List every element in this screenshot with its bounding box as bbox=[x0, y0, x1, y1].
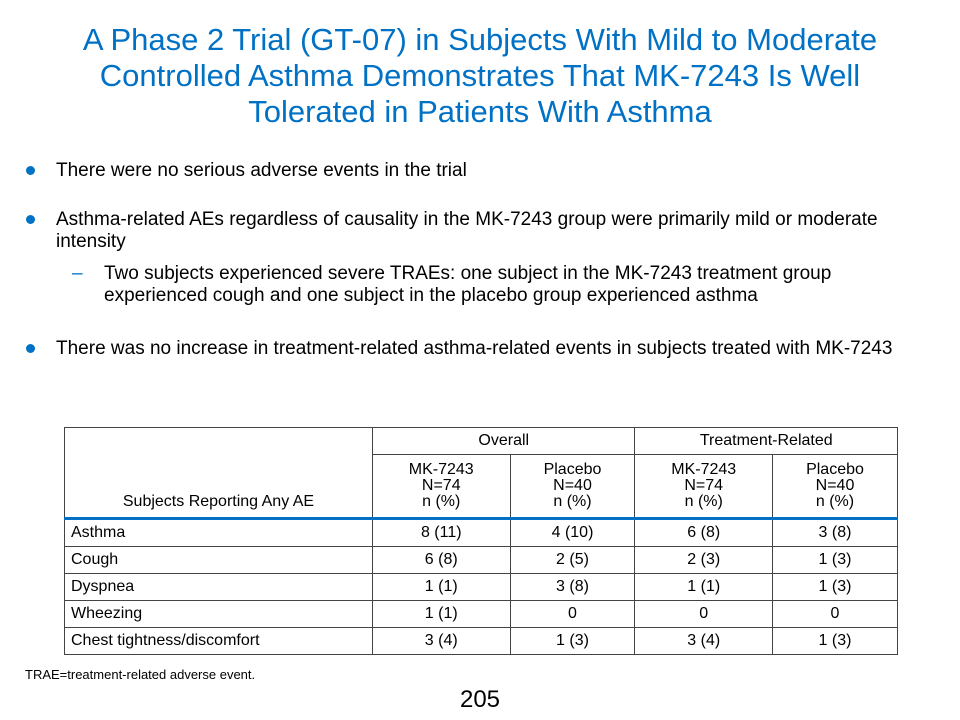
column-header: MK-7243 N=74 n (%) bbox=[372, 454, 511, 519]
bullet-dot-icon bbox=[26, 166, 35, 175]
table-cell: 3 (8) bbox=[509, 573, 636, 601]
row-label: Asthma bbox=[64, 517, 373, 547]
bullet-dot-icon bbox=[26, 344, 35, 353]
adverse-events-table: Subjects Reporting Any AE Overall Treatm… bbox=[64, 427, 899, 655]
column-header-line: MK-7243 bbox=[671, 461, 737, 478]
column-header: Placebo N=40 n (%) bbox=[771, 454, 899, 519]
table-cell: 6 (8) bbox=[634, 517, 773, 547]
column-header-line: MK-7243 bbox=[408, 461, 474, 478]
group-header-overall: Overall bbox=[371, 427, 636, 455]
column-header-line: Placebo bbox=[543, 461, 602, 478]
table-cell: 6 (8) bbox=[372, 546, 511, 574]
column-header-line: n (%) bbox=[422, 493, 461, 510]
table-row: Chest tightness/discomfort 3 (4) 1 (3) 3… bbox=[64, 627, 899, 655]
bullet-text: There were no serious adverse events in … bbox=[56, 160, 467, 181]
column-header-line: N=74 bbox=[684, 477, 724, 494]
bullet-text: There was no increase in treatment-relat… bbox=[56, 338, 893, 359]
footnote: TRAE=treatment-related adverse event. bbox=[25, 667, 256, 682]
table-cell: 1 (1) bbox=[372, 600, 511, 628]
page-number: 205 bbox=[459, 686, 501, 713]
table-cell: 8 (11) bbox=[372, 517, 511, 547]
table-row: Asthma 8 (11) 4 (10) 6 (8) 3 (8) bbox=[64, 517, 899, 547]
row-label: Dyspnea bbox=[64, 573, 373, 601]
bullet-item: Asthma-related AEs regardless of causali… bbox=[26, 209, 926, 253]
table-row: Dyspnea 1 (1) 3 (8) 1 (1) 1 (3) bbox=[64, 573, 899, 601]
table-cell: 1 (1) bbox=[634, 573, 773, 601]
table-cell: 2 (3) bbox=[634, 546, 773, 574]
sub-bullet-item: – Two subjects experienced severe TRAEs:… bbox=[26, 263, 926, 307]
bullet-list: There were no serious adverse events in … bbox=[26, 160, 926, 360]
table-column-header-row: MK-7243 N=74 n (%) Placebo N=40 n (%) MK-724… bbox=[65, 454, 899, 519]
table-cell: 1 (3) bbox=[771, 573, 899, 601]
sub-bullet-text: Two subjects experienced severe TRAEs: o… bbox=[104, 263, 832, 306]
column-header-line: n (%) bbox=[815, 493, 855, 510]
column-header-line: N=40 bbox=[815, 477, 855, 494]
table-cell: 0 bbox=[509, 600, 636, 628]
column-header-line: N=40 bbox=[553, 477, 592, 494]
bullet-dot-icon bbox=[26, 215, 35, 224]
table-cell: 0 bbox=[634, 600, 773, 628]
table-cell: 1 (3) bbox=[771, 546, 899, 574]
table-row: Wheezing 1 (1) 0 0 0 bbox=[64, 600, 899, 628]
table-row: Cough 6 (8) 2 (5) 2 (3) 1 (3) bbox=[64, 546, 899, 574]
table-cell: 3 (4) bbox=[372, 627, 511, 655]
column-header: MK-7243 N=74 n (%) bbox=[634, 454, 773, 519]
row-label: Chest tightness/discomfort bbox=[64, 627, 373, 655]
row-label: Cough bbox=[64, 546, 373, 574]
column-header-line: N=74 bbox=[421, 477, 461, 494]
table-cell: 1 (3) bbox=[771, 627, 899, 655]
group-header-treatment-related: Treatment-Related bbox=[634, 427, 898, 455]
row-label: Wheezing bbox=[64, 600, 373, 628]
column-header-line: Placebo bbox=[806, 461, 864, 478]
table-corner-header: Subjects Reporting Any AE bbox=[64, 427, 373, 519]
table-cell: 3 (4) bbox=[634, 627, 773, 655]
column-header-line: n (%) bbox=[553, 493, 592, 510]
table-cell: 1 (3) bbox=[509, 627, 636, 655]
table-cell: 4 (10) bbox=[509, 517, 636, 547]
dash-icon: – bbox=[72, 263, 83, 284]
bullet-text: Asthma-related AEs regardless of causali… bbox=[56, 209, 878, 252]
table-cell: 3 (8) bbox=[771, 517, 899, 547]
table-cell: 2 (5) bbox=[509, 546, 636, 574]
table-cell: 0 bbox=[771, 600, 899, 628]
bullet-item: There were no serious adverse events in … bbox=[26, 160, 926, 182]
table-cell: 1 (1) bbox=[372, 573, 511, 601]
table-group-header-row: Subjects Reporting Any AE Overall Treatm… bbox=[64, 427, 898, 519]
column-header-line: n (%) bbox=[684, 493, 723, 510]
slide-title: A Phase 2 Trial (GT-07) in Subjects With… bbox=[82, 22, 878, 129]
column-header: Placebo N=40 n (%) bbox=[509, 454, 636, 519]
bullet-item: There was no increase in treatment-relat… bbox=[26, 338, 926, 360]
